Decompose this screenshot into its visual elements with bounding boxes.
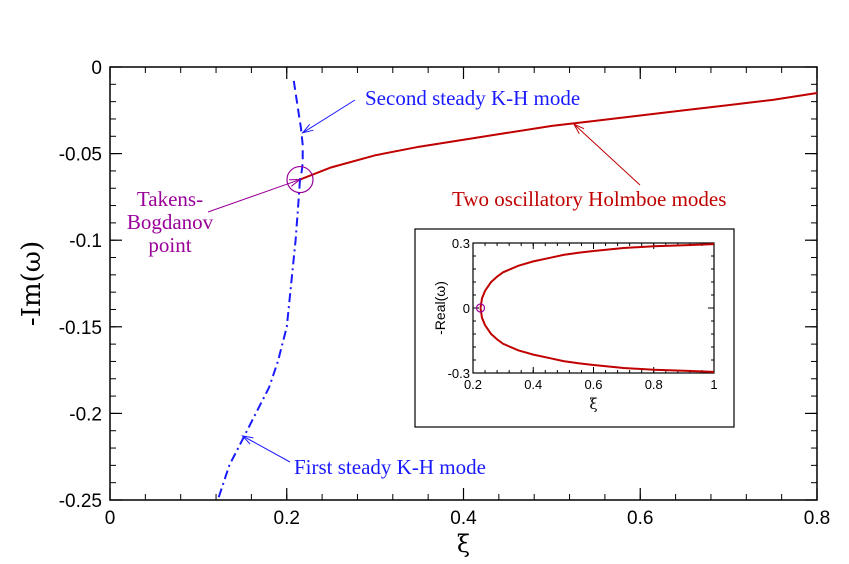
inset-x-tick-label: 0.8 xyxy=(645,377,663,392)
annot-second-kh-arrow-head xyxy=(301,124,314,134)
inset-tb-marker xyxy=(475,303,486,313)
annot-first-kh-arrow-head xyxy=(241,435,254,445)
annot-second-kh-text: Second steady K-H mode xyxy=(365,86,580,110)
takens-bogdanov-marker xyxy=(286,165,314,194)
y-tick-label: -0.05 xyxy=(59,145,102,166)
series-first-kh-line xyxy=(216,179,301,501)
inset-x-tick-label: 1 xyxy=(710,377,717,392)
inset-x-axis-label: ξ xyxy=(589,395,597,413)
annot-takens-bogdanov-line: Bogdanov xyxy=(127,210,214,234)
inset-y-tick-label: 0 xyxy=(463,301,470,316)
y-tick-label: -0.1 xyxy=(69,231,102,252)
inset-x-tick-label: 0.4 xyxy=(524,377,542,392)
inset-y-tick-label: 0.3 xyxy=(452,236,470,251)
y-tick-label: 0 xyxy=(91,58,102,79)
annot-takens-bogdanov-line: point xyxy=(148,233,191,257)
inset-x-tick-label: 0.2 xyxy=(464,377,482,392)
x-tick-label: 0 xyxy=(105,508,116,529)
y-tick-label: -0.2 xyxy=(69,404,102,425)
annot-holmboe-arrow-line xyxy=(573,123,641,186)
series-second-kh-line xyxy=(292,80,304,180)
x-tick-label: 0.4 xyxy=(450,508,477,529)
inset-plot: 0.2 0.4 0.6 0.8 1 0.3 0 -0.3 ξ -Real(ω) xyxy=(414,228,735,428)
inset-y-axis-label: -Real(ω) xyxy=(432,281,448,335)
x-tick-label: 0.6 xyxy=(627,508,653,529)
annot-takens-bogdanov-line: Takens- xyxy=(137,187,203,211)
x-axis-label: ξ xyxy=(457,530,470,558)
x-tick-label: 0.8 xyxy=(804,508,830,529)
annot-second-kh-arrow-line xyxy=(302,99,356,134)
main-plot: 0 0.2 0.4 0.6 0.8 0 -0.05 -0.1 -0.15 -0.2 -0.25 ξ -I… xyxy=(17,58,830,558)
inset-series-upper xyxy=(479,243,715,309)
y-tick-label: -0.25 xyxy=(59,491,102,512)
annot-holmboe-text: Two oscillatory Holmboe modes xyxy=(452,187,726,211)
series-holmboe-line xyxy=(299,92,818,181)
annot-first-kh-text: First steady K-H mode xyxy=(294,455,486,479)
annot-holmboe-arrow-head xyxy=(572,123,585,135)
inset-x-tick-label: 0.6 xyxy=(584,377,602,392)
x-tick-label: 0.2 xyxy=(274,508,300,529)
annot-takens-bogdanov-arrow-line xyxy=(207,179,301,213)
inset-series-lower xyxy=(479,307,715,373)
inset-frame xyxy=(414,228,735,428)
y-axis-label: -Im(ω) xyxy=(17,241,47,326)
annot-first-kh-arrow-line xyxy=(242,435,291,463)
y-tick-label: -0.15 xyxy=(59,318,102,339)
inset-y-tick-label: -0.3 xyxy=(448,366,470,381)
annot-takens-bogdanov-arrow-head xyxy=(288,179,302,187)
